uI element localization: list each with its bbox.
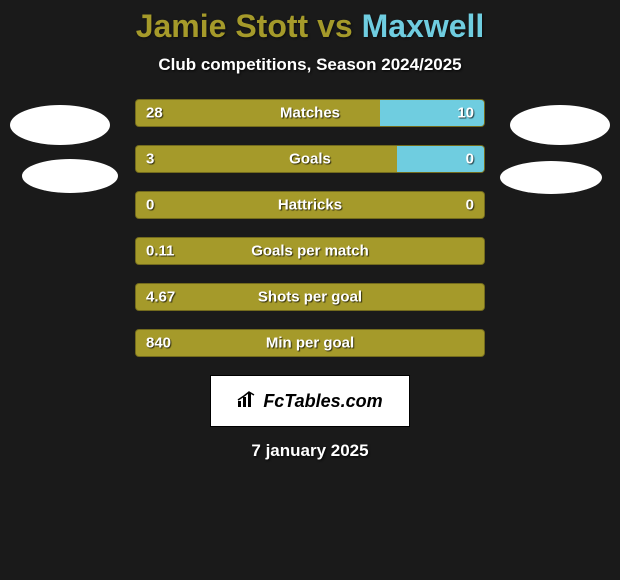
player2-name: Maxwell xyxy=(362,8,485,44)
stat-row: 0.11Goals per match xyxy=(135,237,485,265)
stats-area: 2810Matches 30Goals 00Hattricks 0.11Goals p… xyxy=(0,99,620,357)
logo-text: FcTables.com xyxy=(263,391,382,412)
comparison-title: Jamie Stott vs Maxwell xyxy=(0,8,620,45)
stat-label: Matches xyxy=(136,105,484,122)
stat-label: Goals per match xyxy=(136,243,484,260)
chart-icon xyxy=(237,390,259,413)
player2-avatar-icon xyxy=(510,105,610,145)
vs-text: vs xyxy=(317,8,353,44)
stat-row: 2810Matches xyxy=(135,99,485,127)
stat-label: Shots per goal xyxy=(136,289,484,306)
logo: FcTables.com xyxy=(237,390,382,413)
stat-row: 4.67Shots per goal xyxy=(135,283,485,311)
stat-row: 00Hattricks xyxy=(135,191,485,219)
player1-club-icon xyxy=(22,159,118,193)
infographic-container: Jamie Stott vs Maxwell Club competitions… xyxy=(0,0,620,461)
player1-name: Jamie Stott xyxy=(136,8,308,44)
subtitle: Club competitions, Season 2024/2025 xyxy=(0,55,620,75)
stat-label: Goals xyxy=(136,151,484,168)
player1-avatar-icon xyxy=(10,105,110,145)
player2-club-icon xyxy=(500,161,602,194)
stat-row: 840Min per goal xyxy=(135,329,485,357)
date-text: 7 january 2025 xyxy=(0,441,620,461)
stat-label: Hattricks xyxy=(136,197,484,214)
logo-box: FcTables.com xyxy=(210,375,410,427)
stat-label: Min per goal xyxy=(136,335,484,352)
stat-row: 30Goals xyxy=(135,145,485,173)
stat-bars: 2810Matches 30Goals 00Hattricks 0.11Goals p… xyxy=(135,99,485,357)
